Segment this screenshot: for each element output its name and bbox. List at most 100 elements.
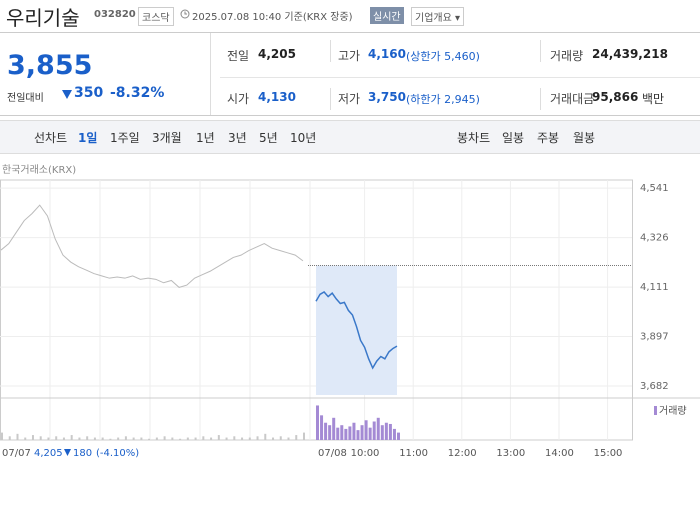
- volume-bar: [344, 428, 348, 440]
- volume-bar: [210, 437, 213, 440]
- period-tab[interactable]: 1주일: [110, 131, 140, 145]
- period-tab[interactable]: 3년: [228, 131, 247, 145]
- down-arrow: [62, 90, 72, 99]
- current-price: 3,855: [7, 50, 93, 81]
- period-tab[interactable]: 3개월: [152, 131, 182, 145]
- stat-label: 저가: [338, 92, 361, 106]
- volume-bar: [47, 437, 50, 440]
- volume-bar: [356, 430, 360, 440]
- volume-bar: [194, 437, 197, 440]
- volume-bar: [380, 425, 384, 440]
- candle-period-tab[interactable]: 일봉: [502, 131, 525, 145]
- volume-bar: [101, 437, 104, 440]
- volume-bar: [140, 437, 143, 440]
- stat-note: (상한가 5,460): [406, 50, 480, 63]
- realtime-badge[interactable]: 실시간: [370, 7, 404, 24]
- session-shade: [316, 265, 397, 395]
- company-info-button[interactable]: 기업개요 ▾: [411, 7, 465, 26]
- change-label: 전일대비: [7, 93, 44, 104]
- clock-icon: [180, 9, 190, 19]
- stat-label: 고가: [338, 49, 361, 63]
- volume-bar: [384, 422, 388, 440]
- volume-bar: [352, 422, 356, 440]
- candle-period-tab[interactable]: 주봉: [537, 131, 560, 145]
- volume-bar: [368, 427, 372, 440]
- price-change: 350: [74, 85, 104, 101]
- y-tick-label: 4,111: [640, 282, 669, 293]
- stat-label: 거래량: [550, 49, 584, 63]
- volume-bar: [397, 432, 400, 440]
- stat-value: 3,750: [368, 90, 406, 104]
- volume-bar: [31, 435, 34, 440]
- volume-bar: [109, 438, 112, 440]
- volume-bar: [336, 427, 340, 440]
- volume-bar: [332, 417, 336, 440]
- volume-bar: [320, 415, 324, 440]
- chart: 한국거래소(KRX) 4,541 4,326 4,111 3,897 3,682 거래량 0…: [0, 164, 700, 459]
- period-tab[interactable]: 1일: [78, 131, 98, 145]
- volume-bar: [24, 437, 27, 440]
- period-tab[interactable]: 1년: [196, 131, 215, 145]
- chart-tabs: [0, 120, 700, 154]
- volume-bar: [303, 432, 305, 440]
- market-badge: 코스닥: [138, 7, 174, 26]
- volume-bar: [248, 437, 251, 440]
- candle-period-tab[interactable]: 월봉: [573, 131, 596, 145]
- volume-bar: [256, 436, 259, 440]
- divider: [220, 77, 700, 78]
- volume-bar: [117, 437, 120, 440]
- volume-bar: [93, 437, 96, 440]
- change-rate: -8.32%: [110, 85, 165, 101]
- y-tick-label: 4,326: [640, 233, 669, 244]
- divider: [330, 40, 331, 62]
- period-tab[interactable]: 5년: [259, 131, 278, 145]
- stat-value: 95,866: [592, 90, 639, 104]
- volume-bar: [364, 420, 368, 440]
- stock-name: 우리기술: [6, 6, 80, 30]
- period-tab[interactable]: 10년: [290, 131, 317, 145]
- volume-bar: [272, 437, 275, 440]
- y-tick-label: 3,682: [640, 381, 669, 392]
- volume-bar: [171, 437, 174, 440]
- volume-bar: [148, 438, 151, 440]
- candle-chart-tab[interactable]: 봉차트: [457, 131, 491, 145]
- divider: [210, 33, 211, 115]
- volume-bar: [202, 436, 205, 440]
- y-tick-label: 4,541: [640, 183, 669, 194]
- volume-bar: [70, 435, 73, 440]
- volume-bar: [360, 425, 364, 440]
- stat-label: 전일: [227, 49, 250, 63]
- volume-bar: [340, 425, 344, 440]
- x-tick-label: 10:00: [351, 448, 380, 459]
- stat-value: 4,130: [258, 90, 296, 104]
- volume-bar: [179, 438, 182, 440]
- stat-value: 4,160: [368, 47, 406, 61]
- price-line: [315, 291, 398, 370]
- volume-bar: [55, 436, 58, 440]
- volume-bar: [186, 437, 189, 440]
- chart-source: 한국거래소(KRX): [2, 164, 76, 176]
- stat-label: 거래대금: [550, 92, 595, 106]
- volume-bar: [279, 436, 282, 440]
- x-tick-label: 12:00: [448, 448, 477, 459]
- prev-close-summary: 4,205: [34, 448, 63, 459]
- volume-bar: [241, 437, 244, 440]
- timestamp: 2025.07.08 10:40 기준(KRX 장중): [192, 12, 353, 23]
- volume-bar: [217, 435, 220, 440]
- volume-bar: [264, 433, 267, 440]
- legend-label: 거래량: [659, 405, 687, 417]
- volume-bar: [348, 426, 352, 440]
- volume-bar: [225, 437, 228, 440]
- line-chart-tab[interactable]: 선차트: [34, 131, 68, 145]
- x-tick-label: 15:00: [594, 448, 623, 459]
- divider: [0, 115, 700, 116]
- stat-value: 4,205: [258, 47, 296, 61]
- volume-bar: [39, 436, 42, 440]
- stock-code: 032820: [94, 9, 136, 20]
- x-tick-label: 14:00: [545, 448, 574, 459]
- price-line: [0, 204, 304, 288]
- prev-change: 180: [73, 448, 92, 459]
- volume-bar: [295, 435, 298, 440]
- volume-bar: [316, 405, 319, 440]
